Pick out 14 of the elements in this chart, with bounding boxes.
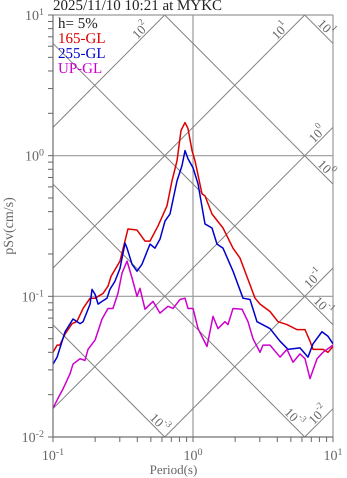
- y-axis-title: pSv(cm/s): [2, 197, 18, 255]
- x-tick-label: 10$^{0}$: [184, 446, 202, 464]
- y-tick-label: 10$^{-2}$: [22, 428, 44, 446]
- text: 255-GL: [58, 46, 106, 62]
- x-tick-label: 10$^{-1}$: [42, 446, 64, 464]
- x-tick-label: 10$^{1}$: [324, 446, 342, 464]
- y-tick-label: 10$^{-1}$: [22, 288, 44, 306]
- text: 165-GL: [58, 31, 106, 47]
- text: UP-GL: [58, 61, 104, 77]
- x-axis-title: Period(s): [150, 462, 198, 477]
- legend-title: h= 5%: [58, 16, 99, 32]
- y-tick-label: 10$^{1}$: [25, 6, 44, 24]
- chart-title: 2025/11/10 10:21 at MYKC: [53, 0, 222, 15]
- y-tick-label: 10$^{0}$: [25, 147, 44, 165]
